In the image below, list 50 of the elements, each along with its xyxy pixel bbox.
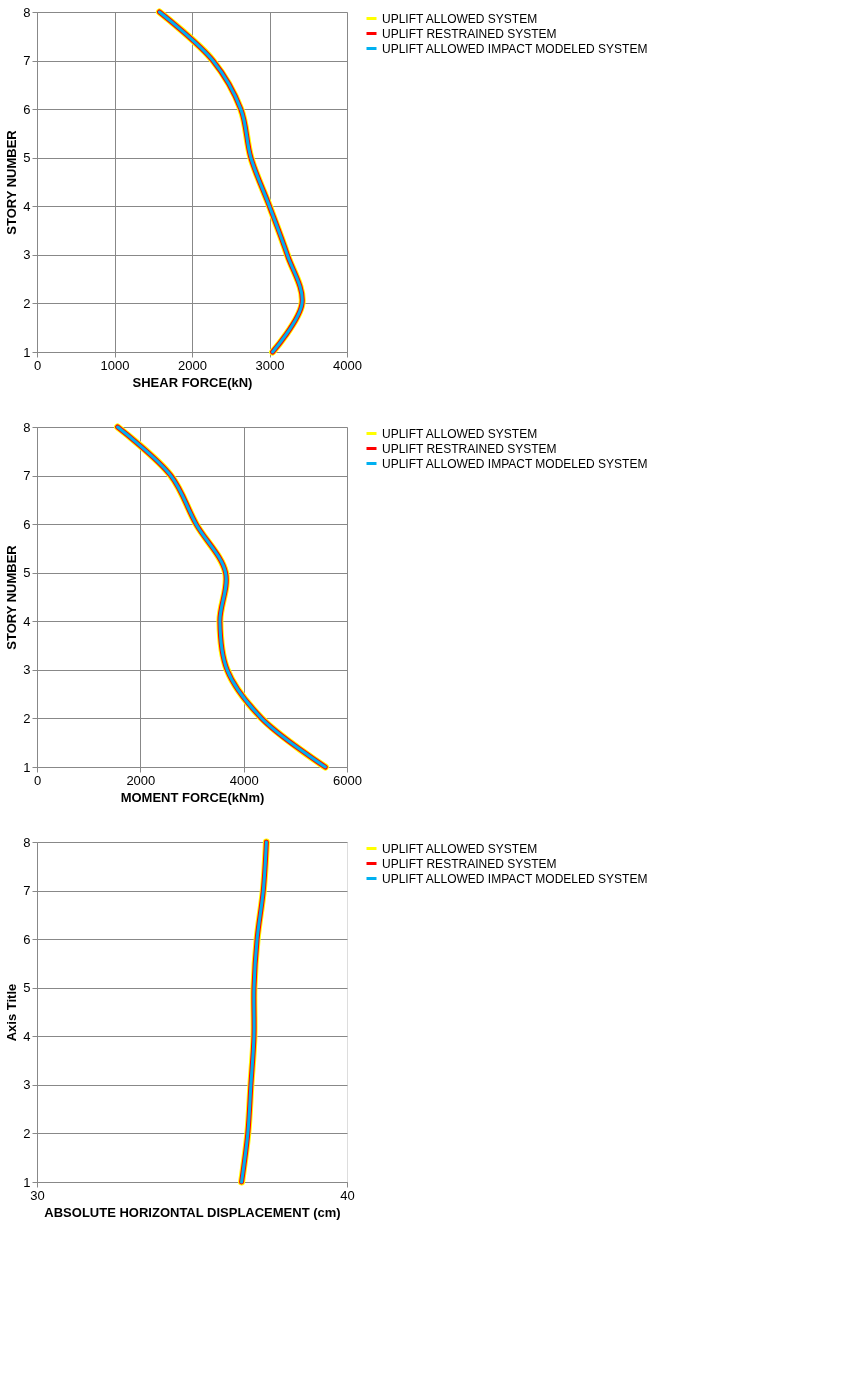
legend-label: UPLIFT ALLOWED IMPACT MODELED SYSTEM — [382, 41, 648, 56]
legend-label: UPLIFT ALLOWED SYSTEM — [382, 11, 538, 26]
y-tick-label: 4 — [23, 198, 31, 214]
x-axis-title: ABSOLUTE HORIZONTAL DISPLACEMENT (cm) — [44, 1204, 341, 1220]
y-tick-label: 5 — [23, 150, 31, 166]
x-tick-label: 1000 — [100, 357, 130, 373]
y-tick-label: 8 — [23, 834, 31, 850]
x-tick-label: 0 — [33, 772, 42, 788]
x-tick-label: 6000 — [333, 772, 362, 788]
x-tick-label: 2000 — [126, 772, 156, 788]
y-tick-label: 1 — [23, 1174, 31, 1190]
y-tick-label: 5 — [23, 980, 31, 996]
legend-label: UPLIFT ALLOWED IMPACT MODELED SYSTEM — [382, 871, 648, 886]
legend-label: UPLIFT ALLOWED SYSTEM — [382, 841, 538, 856]
y-tick-label: 3 — [23, 662, 31, 678]
y-axis-title: STORY NUMBER — [4, 129, 20, 235]
y-axis-title: STORY NUMBER — [4, 544, 20, 650]
y-axis-title: Axis Title — [4, 983, 20, 1042]
x-tick-label: 0 — [33, 357, 42, 373]
legend-label: UPLIFT RESTRAINED SYSTEM — [382, 26, 557, 41]
y-tick-label: 3 — [23, 1077, 31, 1093]
y-tick-label: 1 — [23, 344, 31, 360]
y-tick-label: 8 — [23, 419, 31, 435]
y-tick-label: 4 — [23, 613, 31, 629]
y-tick-label: 2 — [23, 295, 31, 311]
y-tick-label: 6 — [23, 101, 31, 117]
legend-label: UPLIFT ALLOWED SYSTEM — [382, 426, 538, 441]
y-tick-label: 7 — [23, 883, 31, 899]
legend-label: UPLIFT RESTRAINED SYSTEM — [382, 856, 557, 871]
y-tick-label: 5 — [23, 565, 31, 581]
y-tick-label: 8 — [23, 4, 31, 20]
x-tick-label: 2000 — [178, 357, 207, 373]
legend-label: UPLIFT ALLOWED IMPACT MODELED SYSTEM — [382, 456, 648, 471]
x-tick-label: 40 — [340, 1187, 355, 1203]
x-tick-label: 4000 — [229, 772, 259, 788]
x-tick-label: 4000 — [333, 357, 362, 373]
y-tick-label: 6 — [23, 516, 31, 532]
x-tick-label: 3000 — [255, 357, 285, 373]
y-tick-label: 2 — [23, 710, 31, 726]
y-tick-label: 3 — [23, 247, 31, 263]
x-tick-label: 30 — [30, 1187, 45, 1203]
y-tick-label: 2 — [23, 1125, 31, 1141]
y-tick-label: 4 — [23, 1028, 31, 1044]
y-tick-label: 1 — [23, 759, 31, 775]
x-axis-title: MOMENT FORCE(kNm) — [120, 789, 265, 805]
y-tick-label: 7 — [23, 53, 31, 69]
y-tick-label: 6 — [23, 931, 31, 947]
legend-label: UPLIFT RESTRAINED SYSTEM — [382, 441, 557, 456]
x-axis-title: SHEAR FORCE(kN) — [132, 374, 253, 390]
y-tick-label: 7 — [23, 468, 31, 484]
